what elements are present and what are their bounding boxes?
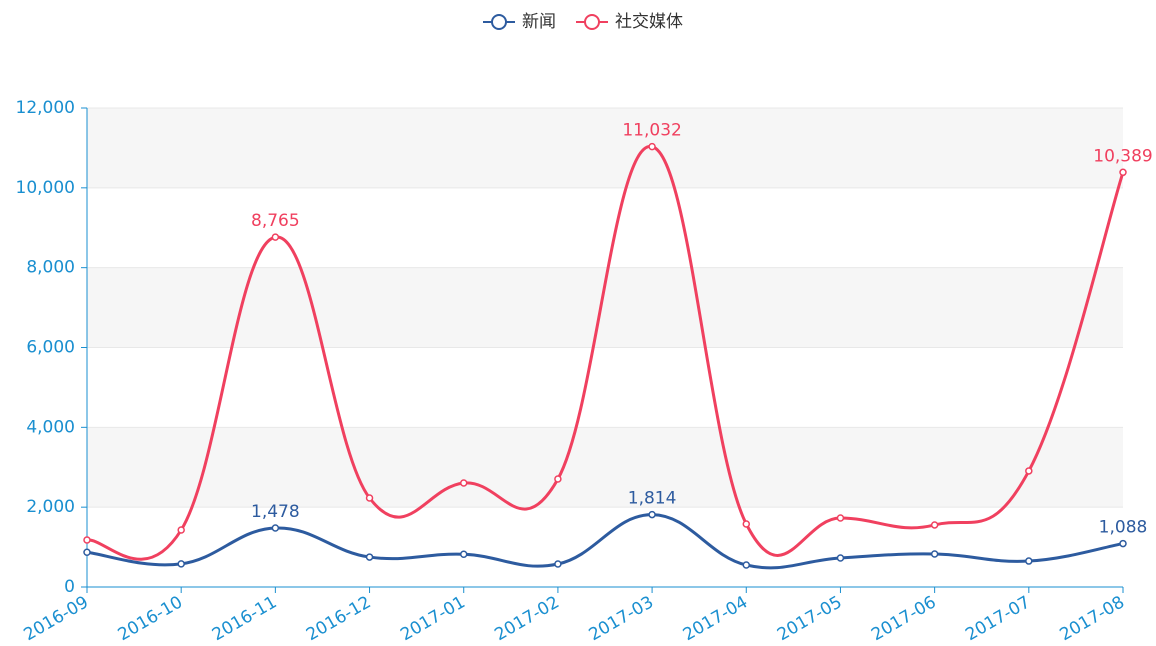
point: [83, 536, 91, 544]
y-tick-label: 8,000: [26, 258, 75, 278]
x-tick-label: 2016-09: [20, 592, 92, 645]
y-tick-label: 2,000: [26, 497, 75, 517]
point: [271, 524, 280, 532]
x-tick-label: 2016-11: [209, 592, 281, 645]
point: [648, 510, 656, 519]
point: [365, 553, 374, 561]
x-tick-label: 2017-08: [1056, 592, 1128, 645]
legend-item: 新闻: [483, 12, 556, 32]
split-area: [87, 427, 1123, 508]
point: [836, 554, 845, 562]
y-tick-label: 12,000: [16, 98, 75, 118]
point: [177, 560, 185, 568]
y-tick-label: 6,000: [26, 338, 75, 358]
split-area: [87, 187, 1123, 268]
point: [742, 561, 751, 569]
point: [459, 550, 468, 559]
data-label: 1,088: [1099, 518, 1148, 538]
data-label: 11,032: [622, 121, 681, 141]
x-tick-label: 2017-07: [962, 592, 1034, 645]
x-tick-label: 2016-12: [303, 592, 375, 645]
point: [365, 494, 374, 502]
point: [1025, 557, 1033, 565]
x-tick-label: 2016-10: [115, 592, 187, 645]
x-tick-label: 2017-02: [491, 592, 563, 645]
point: [742, 520, 751, 528]
legend-label: 新闻: [522, 12, 556, 32]
point: [1025, 467, 1033, 475]
x-tick-label: 2017-06: [868, 592, 940, 645]
legend-marker: [584, 14, 600, 30]
legend: 新闻 社交媒体: [483, 12, 683, 32]
data-label: 1,478: [251, 502, 300, 522]
split-area: [87, 507, 1123, 587]
split-area: [87, 108, 1123, 188]
point: [930, 521, 939, 529]
split-area: [87, 347, 1123, 428]
legend-marker: [491, 14, 507, 30]
x-tick-label: 2017-04: [680, 592, 752, 645]
data-label: 1,814: [628, 489, 677, 509]
point: [554, 560, 562, 568]
legend-label: 社交媒体: [615, 12, 683, 32]
x-tick-label: 2017-03: [586, 592, 658, 645]
x-tick-label: 2017-01: [397, 592, 469, 645]
series-line: [86, 145, 1125, 561]
point: [271, 233, 280, 241]
x-tick-label: 2017-05: [774, 592, 846, 645]
point: [83, 548, 91, 557]
point: [459, 479, 468, 487]
point: [177, 526, 185, 534]
y-tick-label: 10,000: [16, 178, 75, 198]
legend-item: 社交媒体: [576, 12, 683, 32]
data-label: 8,765: [251, 211, 300, 231]
point: [836, 514, 845, 522]
point: [554, 475, 562, 483]
y-tick-label: 0: [64, 577, 75, 597]
point: [648, 142, 656, 151]
point: [930, 550, 939, 558]
data-label: 10,389: [1093, 146, 1152, 166]
point: [1119, 539, 1127, 548]
point: [1119, 168, 1127, 177]
y-tick-label: 4,000: [26, 417, 75, 437]
